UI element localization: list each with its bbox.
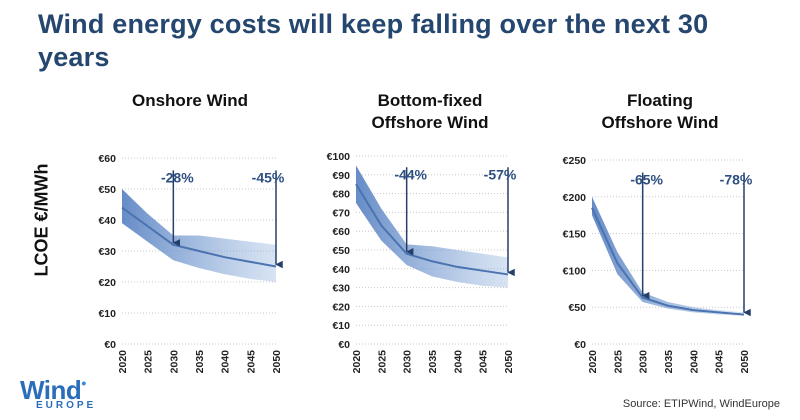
logo-text: Wind [20,375,82,405]
panel-title-bottom-fixed: Bottom-fixed Offshore Wind [371,91,489,132]
x-tick-label: 2020 [117,350,129,374]
y-tick-label: €30 [332,283,350,295]
x-tick-label: 2035 [663,350,675,374]
x-tick-label: 2045 [245,350,257,374]
central-estimate-line [355,183,509,276]
x-tick-label: 2045 [478,350,490,374]
central-estimate-line [591,207,745,316]
y-tick-label: €50 [332,245,350,257]
y-tick-label: €90 [332,170,350,182]
reduction-label: -78% [720,172,753,188]
y-tick-label: €250 [563,155,587,167]
y-tick-label: €40 [98,215,116,227]
reduction-label: -44% [394,166,427,182]
y-tick-label: €70 [332,207,350,219]
y-tick-label: €40 [332,264,350,276]
x-tick-label: 2020 [587,350,599,374]
reduction-label: -65% [630,172,663,188]
y-tick-label: €60 [332,226,350,238]
central-estimate-line [121,206,277,268]
panel-title-onshore: Onshore Wind [131,91,248,110]
y-tick-label: €10 [98,308,116,320]
y-tick-label: €60 [98,153,116,165]
x-tick-label: 2025 [612,350,624,374]
y-tick-label: €50 [98,184,116,196]
reduction-label: -57% [484,166,517,182]
uncertainty-band [592,196,744,317]
y-tick-label: €80 [332,189,350,201]
windeurope-logo: Wind• [20,375,86,405]
x-tick-label: 2035 [427,350,439,374]
y-tick-label: €0 [338,339,350,351]
uncertainty-band [122,189,276,282]
x-tick-label: 2050 [739,350,751,374]
y-tick-label: €20 [332,301,350,313]
x-tick-label: 2030 [168,350,180,374]
x-tick-label: 2025 [376,350,388,374]
y-tick-label: €100 [563,265,587,277]
x-tick-label: 2040 [452,350,464,374]
y-tick-label: €50 [568,302,586,314]
y-tick-label: €30 [98,246,116,258]
uncertainty-band [356,165,508,288]
y-tick-label: €10 [332,320,350,332]
y-tick-label: €100 [327,151,351,163]
chart-title: Wind energy costs will keep falling over… [38,9,709,72]
x-tick-label: 2045 [714,350,726,374]
x-tick-label: 2035 [194,350,206,374]
x-tick-label: 2050 [503,350,515,374]
logo-subtext: EUROPE [36,400,97,411]
y-tick-label: €150 [563,229,587,241]
reduction-label: -45% [252,169,285,185]
y-tick-label: €0 [104,339,116,351]
reduction-label: -28% [161,169,194,185]
x-tick-label: 2040 [220,350,232,374]
x-tick-label: 2020 [351,350,363,374]
source-note: Source: ETIPWind, WindEurope [622,398,780,410]
x-tick-label: 2050 [271,350,283,374]
panel-title-floating: Floating Offshore Wind [601,91,719,132]
x-tick-label: 2030 [638,350,650,374]
x-tick-label: 2040 [688,350,700,374]
x-tick-label: 2025 [143,350,155,374]
y-tick-label: €0 [574,339,586,351]
y-tick-label: €20 [98,277,116,289]
y-tick-label: €200 [563,192,587,204]
x-tick-label: 2030 [402,350,414,374]
